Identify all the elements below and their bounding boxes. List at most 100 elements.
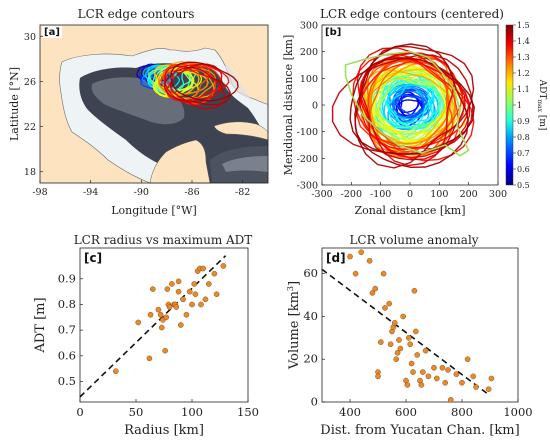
y-tick-label: 0.5 bbox=[58, 374, 76, 388]
y-tick-label: -300 bbox=[297, 181, 318, 192]
x-tick-label: 100 bbox=[430, 189, 448, 200]
scatter-point bbox=[377, 339, 384, 345]
scatter-point bbox=[375, 373, 381, 380]
scatter-point bbox=[405, 335, 412, 341]
panel-d-label: [d] bbox=[326, 251, 346, 265]
panel-c-scatter: LCR radius vs maximum ADT [c] 0 50 100 150 … bbox=[33, 233, 259, 438]
x-tick-label: 300 bbox=[489, 189, 507, 200]
contour-ring bbox=[164, 65, 221, 103]
scatter-point bbox=[488, 375, 495, 382]
scatter-point bbox=[213, 291, 220, 298]
scatter-point bbox=[158, 324, 165, 331]
y-tick-label: 300 bbox=[300, 21, 318, 32]
contour-ring bbox=[370, 66, 448, 145]
scatter-point bbox=[147, 311, 154, 318]
colorbar bbox=[505, 24, 514, 186]
colorbar-label-sub: max bbox=[536, 99, 543, 112]
contour-ring bbox=[169, 63, 226, 110]
scatter-point bbox=[220, 263, 227, 269]
scatter-point bbox=[155, 306, 162, 313]
y-tick-label: 200 bbox=[300, 47, 318, 58]
x-tick-label: 200 bbox=[460, 189, 478, 200]
y-tick-label: 0.6 bbox=[58, 348, 76, 362]
panel-d-scatter: LCR volume anomaly [d] 400 600 800 1000 0 20… bbox=[286, 233, 533, 438]
scatter-point bbox=[163, 314, 170, 321]
x-tick-label: 150 bbox=[237, 405, 259, 419]
scatter-point bbox=[439, 364, 446, 371]
scatter-point bbox=[485, 386, 492, 392]
contour-ring bbox=[163, 66, 231, 106]
colorbar-tick-label: 0.8 bbox=[517, 133, 530, 142]
scatter-point bbox=[175, 278, 182, 285]
scatter-point bbox=[146, 355, 153, 362]
scatter-point bbox=[205, 281, 212, 287]
scatter-point bbox=[382, 305, 388, 311]
scatter-point bbox=[166, 304, 173, 310]
scatter-point bbox=[425, 373, 432, 380]
scatter-point bbox=[400, 313, 407, 320]
panel-c-frame bbox=[79, 247, 249, 403]
scatter-point bbox=[433, 375, 440, 382]
scatter-point bbox=[347, 253, 353, 260]
panel-a-map: LCR edge contours [a] -98 -94 -90 -86 -82 18… bbox=[8, 7, 269, 217]
centered-contours bbox=[331, 43, 475, 169]
scatter-point bbox=[183, 311, 190, 318]
scatter-point bbox=[419, 369, 426, 375]
panel-b-xlabel: Zonal distance [km] bbox=[354, 204, 465, 217]
scatter-point bbox=[200, 265, 206, 272]
scatter-point bbox=[369, 290, 376, 296]
scatter-point bbox=[175, 288, 182, 295]
scatter-point bbox=[192, 291, 199, 298]
y-tick-label: 18 bbox=[24, 167, 36, 178]
panel-d-title: LCR volume anomaly bbox=[349, 233, 478, 247]
colorbar-tick-label: 1 bbox=[517, 101, 522, 110]
scatter-point bbox=[418, 382, 425, 388]
yucatan-land bbox=[149, 139, 211, 184]
y-tick-label: 30 bbox=[24, 32, 36, 43]
scatter-point bbox=[393, 356, 400, 363]
scatter-point bbox=[470, 373, 477, 380]
scatter-point bbox=[442, 379, 449, 386]
contour-ring bbox=[359, 52, 455, 167]
y-tick-label: 0 bbox=[312, 101, 318, 112]
scatter-point bbox=[404, 382, 411, 388]
panel-a-frame bbox=[39, 24, 269, 184]
y-tick-label: 0 bbox=[311, 395, 318, 409]
y-tick-label: 22 bbox=[24, 122, 36, 133]
y-tick-label: 0.8 bbox=[58, 297, 76, 311]
scatter-point bbox=[135, 319, 142, 326]
panel-b-title: LCR edge contours (centered) bbox=[320, 7, 504, 21]
x-tick-label: -300 bbox=[311, 189, 332, 200]
scatter-point bbox=[408, 360, 415, 367]
x-tick-label: -200 bbox=[341, 189, 362, 200]
y-tick-label: 0.9 bbox=[58, 271, 76, 285]
y-tick-label: 20 bbox=[303, 352, 318, 366]
x-tick-label: -82 bbox=[235, 187, 250, 198]
y-tick-label: 40 bbox=[303, 309, 318, 323]
contour-ring bbox=[170, 61, 239, 102]
scatter-point bbox=[162, 347, 168, 354]
y-tick-label: 60 bbox=[303, 266, 318, 280]
colorbar-label: ADTmax [m] bbox=[536, 79, 547, 131]
panel-a-xlabel: Longitude [°W] bbox=[111, 204, 197, 217]
x-tick-label: 50 bbox=[129, 405, 144, 419]
contour-ring bbox=[354, 43, 469, 169]
colorbar-label-unit: [m] bbox=[537, 112, 547, 130]
scatter-point bbox=[180, 296, 186, 303]
shallow-shelf-florida bbox=[225, 62, 252, 100]
panel-b-ylabel: Meridional distance [km] bbox=[282, 35, 295, 176]
scatter-point bbox=[447, 397, 454, 403]
scatter-point bbox=[202, 296, 209, 303]
panel-a-label-bg bbox=[42, 26, 62, 38]
y-tick-label: 0.7 bbox=[58, 323, 76, 337]
panel-c-title: LCR radius vs maximum ADT bbox=[74, 233, 253, 247]
x-tick-label: 400 bbox=[339, 405, 361, 419]
panel-c-ylabel: ADT [m] bbox=[33, 297, 48, 353]
colorbar-tick-label: 1.3 bbox=[517, 53, 530, 62]
trend-line bbox=[79, 255, 227, 398]
y-tick-label: -100 bbox=[297, 127, 318, 138]
panel-d-ylabel: Volume [km3] bbox=[286, 281, 302, 370]
x-tick-label: -100 bbox=[370, 189, 391, 200]
scatter-point bbox=[177, 322, 184, 328]
